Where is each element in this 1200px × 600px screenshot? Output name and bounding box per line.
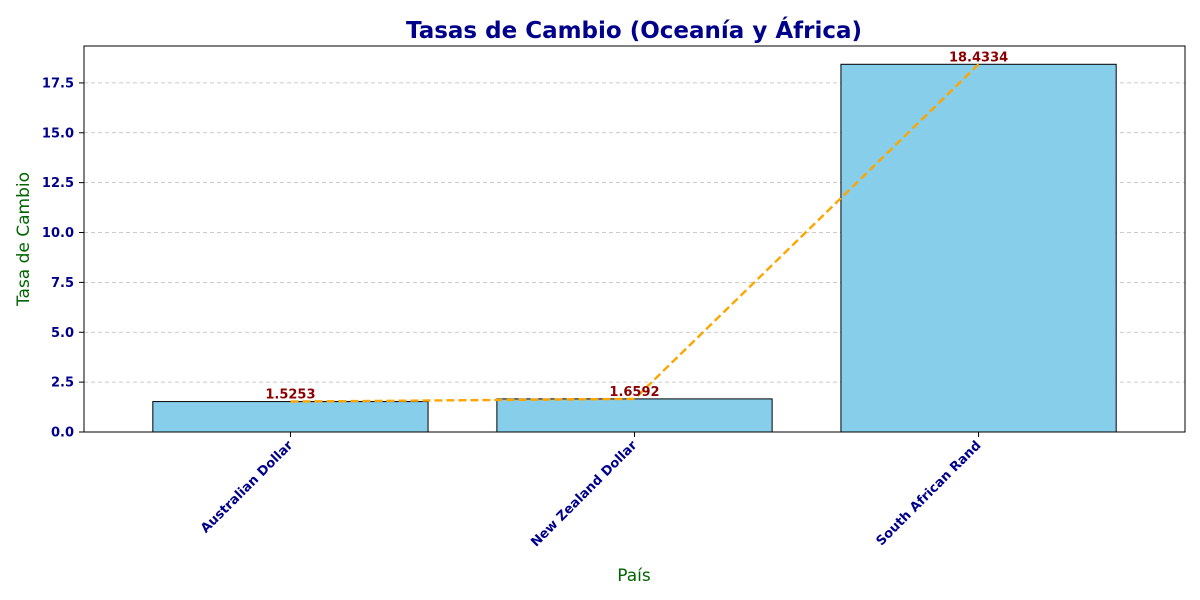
value-label: 1.5253 — [265, 388, 315, 403]
x-tick-label: Australian Dollar — [198, 438, 297, 537]
y-tick-label: 12.5 — [42, 176, 74, 191]
y-tick-label: 15.0 — [42, 126, 74, 141]
y-axis-ticks: 0.0 2.5 5.0 7.5 10.0 12.5 15.0 17.5 — [42, 76, 84, 441]
y-tick-label: 0.0 — [51, 426, 74, 441]
x-tick-label: South African Rand — [874, 438, 985, 549]
bar — [496, 398, 773, 433]
y-tick-label: 5.0 — [51, 326, 74, 341]
trend-line-path — [290, 63, 980, 403]
trend-line — [290, 63, 980, 403]
y-tick-label: 2.5 — [51, 376, 74, 391]
bars — [152, 63, 1117, 433]
y-tick-label: 17.5 — [42, 76, 74, 91]
x-axis-label: País — [617, 566, 651, 586]
bar — [152, 401, 429, 433]
value-labels: 1.5253 1.6592 18.4334 — [265, 50, 1008, 402]
x-axis-ticks: Australian Dollar New Zealand Dollar South… — [198, 432, 984, 550]
x-tick-label: New Zealand Dollar — [528, 438, 640, 550]
y-tick-label: 7.5 — [51, 276, 74, 291]
value-label: 18.4334 — [949, 50, 1008, 65]
y-axis-label: Tasa de Cambio — [14, 172, 34, 307]
chart-title: Tasas de Cambio (Oceanía y África) — [406, 16, 862, 44]
value-label: 1.6592 — [609, 385, 659, 400]
bar — [840, 63, 1117, 433]
y-tick-label: 10.0 — [42, 226, 74, 241]
